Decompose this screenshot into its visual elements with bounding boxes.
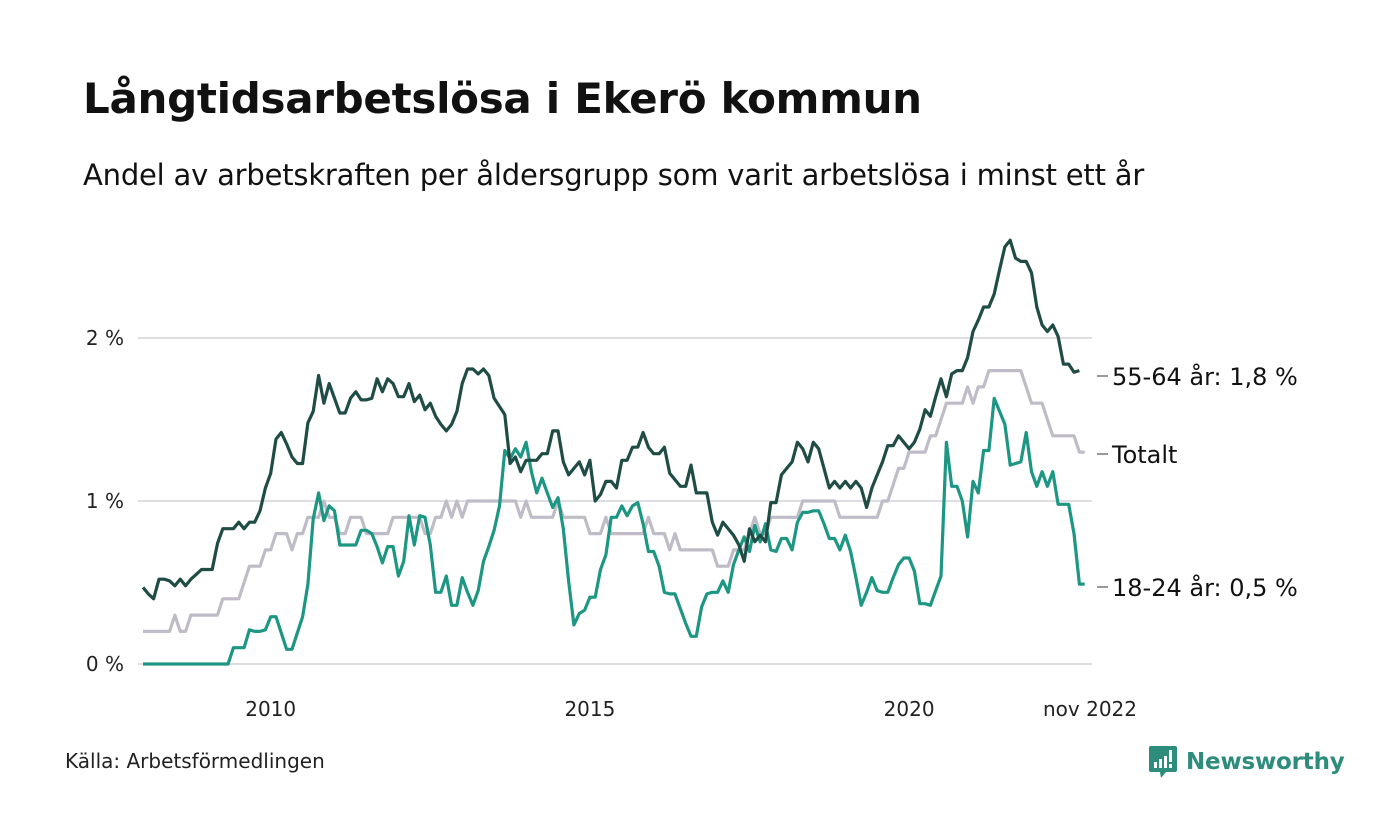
series-end-label: 18-24 år: 0,5 % [1112, 573, 1298, 602]
source-note: Källa: Arbetsförmedlingen [65, 749, 325, 773]
x-tick-label: nov 2022 [1043, 697, 1137, 721]
series-line-55-64-r [141, 238, 1080, 601]
y-tick-label: 2 % [86, 326, 124, 350]
brand-name: Newsworthy [1186, 749, 1345, 775]
x-tick-label: 2010 [245, 697, 296, 721]
gridlines [138, 337, 1092, 665]
brand-logo[interactable]: Newsworthy [1148, 744, 1345, 780]
chart-subtitle: Andel av arbetskraften per åldersgrupp s… [83, 158, 1145, 192]
chart-title: Långtidsarbetslösa i Ekerö kommun [83, 74, 922, 123]
series-end-label: Totalt [1111, 441, 1177, 469]
series-end-labels: 55-64 år: 1,8 % Totalt 18-24 år: 0,5 % [1097, 362, 1298, 602]
y-tick-label: 0 % [86, 652, 124, 676]
series-line-18-24-r [143, 396, 1085, 666]
series-line-totalt [143, 369, 1085, 634]
x-tick-label: 2020 [884, 697, 935, 721]
x-axis-ticks: 2010 2015 2020 nov 2022 [245, 697, 1137, 721]
newsworthy-logo-icon [1149, 746, 1177, 778]
series-end-label: 55-64 år: 1,8 % [1112, 362, 1298, 391]
x-tick-label: 2015 [564, 697, 615, 721]
y-tick-label: 1 % [86, 489, 124, 513]
series-lines [141, 238, 1085, 666]
y-axis-ticks: 0 % 1 % 2 % [86, 326, 124, 676]
